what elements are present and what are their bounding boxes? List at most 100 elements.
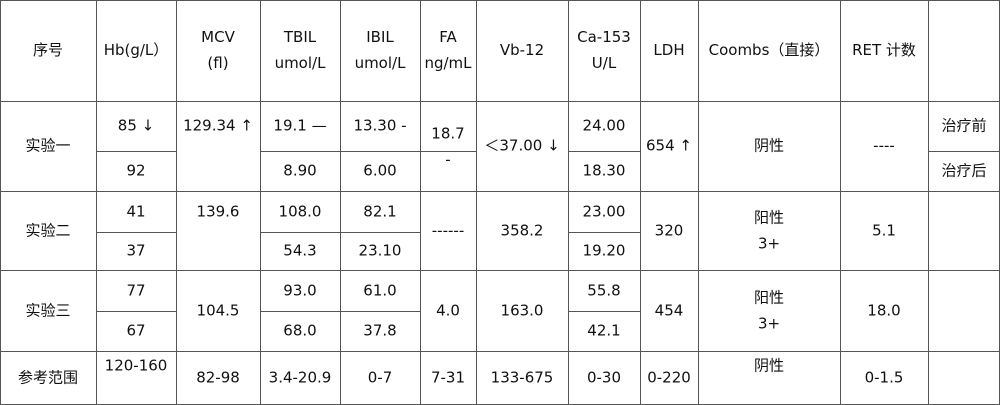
- cell-coombs-exp3-grade: 3+: [757, 314, 781, 333]
- note-before-treatment: 治疗前: [941, 116, 987, 135]
- table-rule: [640, 0, 641, 405]
- cell-vb12-exp1: ＜37.00 ↓: [484, 136, 560, 155]
- cell-ldh-exp2: 320: [654, 221, 684, 240]
- cell-ibil-exp3-b: 37.8: [363, 321, 397, 340]
- cell-hb-exp2-b: 37: [126, 241, 146, 260]
- table-rule: [928, 0, 929, 405]
- cell-ldh-ref: 0-220: [647, 368, 691, 387]
- cell-ibil-exp2-b: 23.10: [358, 241, 402, 260]
- header-tbil-name: TBIL: [283, 28, 317, 46]
- cell-mcv-exp1: 129.34 ↑: [183, 116, 253, 135]
- header-hb: Hb(g/L）: [103, 41, 169, 59]
- cell-ibil-exp1-before: 13.30 -: [353, 116, 407, 135]
- header-ibil: IBIL umol/L: [355, 24, 406, 76]
- cell-ibil-exp3-a: 61.0: [363, 281, 397, 300]
- table-rule: [568, 232, 640, 233]
- header-ldh: LDH: [653, 41, 685, 59]
- cell-coombs-exp2-grade: 3+: [757, 234, 781, 253]
- table-rule: [568, 311, 640, 312]
- table-rule: [0, 0, 1000, 1]
- cell-tbil-exp3-a: 93.0: [283, 281, 317, 300]
- cell-hb-exp3-b: 67: [126, 321, 146, 340]
- cell-fa-exp1-after: -: [445, 150, 451, 169]
- table-rule: [0, 101, 1000, 102]
- table-rule: [96, 311, 176, 312]
- table-rule: [840, 0, 841, 405]
- table-rule: [176, 0, 177, 405]
- header-seq: 序号: [32, 41, 64, 59]
- row-label-ref: 参考范围: [17, 368, 79, 387]
- cell-ca153-exp2-b: 19.20: [582, 241, 626, 260]
- cell-mcv-exp2: 139.6: [196, 202, 240, 221]
- table-rule: [260, 0, 261, 405]
- header-fa-unit: ng/mL: [424, 54, 472, 72]
- cell-fa-exp1-before: 18.7: [431, 124, 465, 143]
- header-mcv-unit: (fl): [207, 54, 229, 72]
- cell-tbil-ref: 3.4-20.9: [268, 368, 332, 387]
- cell-fa-exp2: ------: [431, 221, 465, 240]
- cell-ca153-ref: 0-30: [586, 368, 622, 387]
- cell-hb-exp1-before: 85 ↓: [117, 116, 155, 135]
- table-rule: [568, 0, 569, 405]
- cell-fa-ref: 7-31: [430, 368, 466, 387]
- cell-ret-exp1: ----: [873, 136, 895, 155]
- header-mcv: MCV (fl): [201, 24, 235, 76]
- header-fa-name: FA: [439, 28, 457, 46]
- row-label-exp1: 实验一: [25, 136, 71, 155]
- cell-ca153-exp2-a: 23.00: [582, 202, 626, 221]
- cell-coombs-ref: 阴性: [753, 356, 785, 375]
- cell-hb-ref: 120-160: [104, 356, 168, 375]
- cell-hb-exp3-a: 77: [126, 281, 146, 300]
- cell-tbil-exp3-b: 68.0: [283, 321, 317, 340]
- cell-ret-exp3: 18.0: [867, 301, 901, 320]
- header-ibil-unit: umol/L: [354, 54, 406, 72]
- cell-ret-exp2: 5.1: [872, 221, 896, 240]
- cell-ca153-exp1-after: 18.30: [582, 161, 626, 180]
- cell-vb12-exp2: 358.2: [500, 221, 544, 240]
- cell-tbil-exp1-after: 8.90: [283, 161, 317, 180]
- cell-ca153-exp1-before: 24.00: [582, 116, 626, 135]
- table-rule: [0, 270, 1000, 271]
- table-rule: [0, 0, 1, 405]
- header-mcv-name: MCV: [201, 28, 235, 46]
- header-ca153-name: Ca-153: [577, 28, 631, 46]
- table-rule: [96, 232, 176, 233]
- cell-ldh-exp3: 454: [654, 301, 684, 320]
- table-rule: [698, 0, 699, 405]
- header-fa: FA ng/mL: [424, 24, 471, 76]
- cell-tbil-exp1-before: 19.1 —: [273, 116, 327, 135]
- cell-tbil-exp2-a: 108.0: [278, 202, 322, 221]
- row-label-exp3: 实验三: [25, 301, 71, 320]
- table-rule: [96, 0, 97, 405]
- table-rule: [928, 151, 1000, 152]
- cell-mcv-exp3: 104.5: [196, 301, 240, 320]
- header-vb12: Vb-12: [499, 41, 545, 59]
- cell-coombs-exp1: 阴性: [753, 136, 785, 155]
- cell-fa-exp3: 4.0: [436, 301, 460, 320]
- header-ibil-name: IBIL: [366, 28, 394, 46]
- cell-ibil-exp2-a: 82.1: [363, 202, 397, 221]
- table-rule: [476, 0, 477, 405]
- cell-ibil-ref: 0-7: [367, 368, 393, 387]
- cell-ca153-exp3-b: 42.1: [587, 321, 621, 340]
- cell-vb12-exp3: 163.0: [500, 301, 544, 320]
- row-label-exp2: 实验二: [25, 221, 71, 240]
- cell-ret-ref: 0-1.5: [864, 368, 904, 387]
- cell-ca153-exp3-a: 55.8: [587, 281, 621, 300]
- header-ret: RET 计数: [852, 41, 916, 59]
- header-ca153-unit: U/L: [591, 54, 617, 72]
- cell-coombs-exp2-result: 阳性: [753, 208, 785, 227]
- header-ca153: Ca-153 U/L: [577, 24, 631, 76]
- table-rule: [420, 151, 476, 152]
- table-rule: [96, 151, 176, 152]
- cell-ldh-exp1: 654 ↑: [646, 136, 692, 155]
- table-rule: [568, 151, 640, 152]
- table-rule: [420, 0, 421, 405]
- cell-hb-exp1-after: 92: [126, 161, 146, 180]
- header-tbil: TBIL umol/L: [275, 24, 326, 76]
- cell-tbil-exp2-b: 54.3: [283, 241, 317, 260]
- header-tbil-unit: umol/L: [274, 54, 326, 72]
- cell-ibil-exp1-after: 6.00: [363, 161, 397, 180]
- cell-mcv-ref: 82-98: [196, 368, 240, 387]
